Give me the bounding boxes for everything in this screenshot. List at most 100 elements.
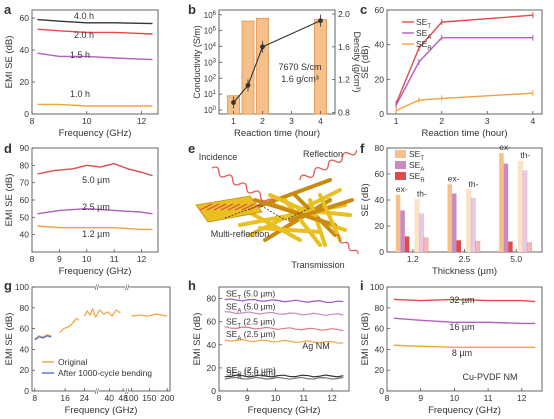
bent-trace [34, 335, 52, 341]
bar-th [414, 199, 420, 253]
label-reflection: Reflection [303, 149, 343, 159]
y-tick-label: 103 [204, 58, 217, 67]
y-tick-label: 60 [20, 13, 30, 23]
x-tick-label: 9 [57, 254, 62, 264]
panel-f-chart: 0 20 40 60 80 Thickness (µm) SE (dB) 1.2 ex-th- 2… [360, 142, 543, 277]
axis-break [94, 389, 99, 393]
plot-frame [386, 9, 543, 115]
y-axis-title: EMI SE (dB) [4, 313, 15, 366]
panel-letter-a: a [4, 2, 12, 17]
x-tick-label: 1 [394, 116, 399, 126]
nanowire [243, 208, 302, 242]
density-point [260, 44, 265, 50]
annotation: 1.6 g/cm³ [281, 74, 319, 84]
series-label: 32 µm [449, 295, 474, 305]
axis-break-mark: // [125, 285, 129, 292]
x-axis-title: Frequency (GHz) [59, 266, 132, 277]
y-tick-label: 40 [375, 195, 385, 205]
y-tick-label: 100 [204, 106, 217, 115]
x-tick-label: 3 [289, 116, 294, 126]
conductivity-bar [256, 17, 269, 115]
panel-b-chart: 1 2 3 4 100 101 102 103 104 105 106 0.8 1.2 1.6 2.0 Rea… [192, 9, 362, 139]
x-axis-title: Frequency (GHz) [59, 128, 132, 139]
series-label: 4.0 h [74, 11, 94, 21]
conductivity-bar [241, 20, 255, 115]
transmission-wave [334, 234, 359, 255]
panel-letter-f: f [360, 141, 365, 156]
bar-ex [499, 153, 504, 252]
x-tick-label: 8 [385, 393, 390, 403]
series-line-0 [395, 14, 533, 104]
series-label: 1.5 h [70, 50, 90, 60]
panel-c-chart: 0 20 40 60 1 2 3 4 Reaction time (hour) SE (dB) SE… [360, 5, 543, 139]
series-label: 5.0 µm [82, 175, 110, 185]
series-line-1 [393, 317, 536, 325]
y-tick-label: 80 [375, 143, 385, 153]
x-tick-label: 1 [231, 116, 236, 126]
y2-tick-label: 2.0 [338, 9, 350, 19]
series-line-0 [37, 18, 153, 25]
plot-frame [218, 286, 350, 392]
x-axis-title: Frequency (GHz) [65, 405, 138, 416]
series-line-2 [37, 52, 153, 61]
y-tick-label: 20 [20, 77, 30, 87]
y-tick-label: 60 [20, 195, 30, 205]
legend-label: SET [409, 149, 424, 162]
x-tick-label: 8 [30, 116, 35, 126]
series-line-1 [37, 207, 153, 215]
series-line-0 [393, 298, 536, 303]
bar-ex [508, 241, 513, 252]
y-tick-label: 20 [375, 365, 385, 375]
original-trace [131, 313, 168, 317]
nanowire [288, 198, 354, 222]
x-tick-label: 9 [245, 393, 250, 403]
series-line-1 [37, 28, 153, 35]
x-tick-label: 40 [105, 393, 115, 403]
panel-letter-c: c [360, 2, 367, 17]
y-tick-label: 102 [204, 74, 217, 83]
x-tick-label: 48 [118, 393, 128, 403]
y-tick-label: 0 [24, 386, 29, 396]
bar-label: ex- [448, 173, 460, 183]
film-fiber [206, 203, 220, 211]
bar-th [419, 213, 425, 253]
panel-h-chart: 0 20 40 60 80 8 9 10 11 12 Frequency (GHz) EMI SE (… [192, 286, 350, 416]
panel-letter-b: b [188, 2, 196, 17]
x-axis-title: Reaction time (hour) [421, 128, 507, 139]
nanowire [283, 198, 322, 247]
series-line-4 [224, 374, 344, 378]
x-tick-label: 1.2 [407, 254, 419, 264]
series-line-2 [37, 225, 153, 231]
y-tick-label: 0 [211, 386, 216, 396]
x-tick-label: 10 [82, 116, 92, 126]
x-tick-label: 12 [137, 254, 147, 264]
y2-axis-title: Density (g/cm³) [352, 31, 362, 92]
y-axis-title: EMI SE (dB) [4, 36, 15, 89]
y-tick-label: 40 [20, 230, 30, 240]
x-tick-label: 3 [485, 116, 490, 126]
x-axis-title: Reaction time (hour) [234, 128, 320, 139]
legend-swatch [395, 150, 406, 158]
x-axis-title: Thickness (µm) [432, 266, 497, 277]
series-line-1 [395, 37, 533, 106]
panel-i-chart: 0 20 40 60 80 100 8 9 10 11 12 Frequency (GHz) EMI S… [360, 282, 543, 416]
axis-break [125, 389, 130, 393]
note-label: Cu-PVDF NM [462, 372, 517, 382]
y-tick-label: 20 [375, 74, 385, 84]
y-tick-label: 60 [20, 324, 30, 334]
y-tick-label: 40 [20, 45, 30, 55]
y-tick-label: 104 [204, 43, 217, 52]
legend-swatch [395, 172, 406, 180]
series-label: 16 µm [449, 322, 474, 332]
series-line-3 [37, 103, 153, 107]
y-tick-label: 80 [207, 294, 217, 304]
y-tick-label: 80 [20, 303, 30, 313]
series-line-2 [395, 92, 533, 112]
original-trace [83, 308, 121, 318]
multi-reflection-path [224, 204, 311, 221]
x-tick-label: 200 [160, 393, 174, 403]
axis-break-mark: // [95, 389, 99, 396]
series-label: SEA (2.5 µm) [226, 329, 276, 342]
legend-label: SER [416, 39, 432, 52]
